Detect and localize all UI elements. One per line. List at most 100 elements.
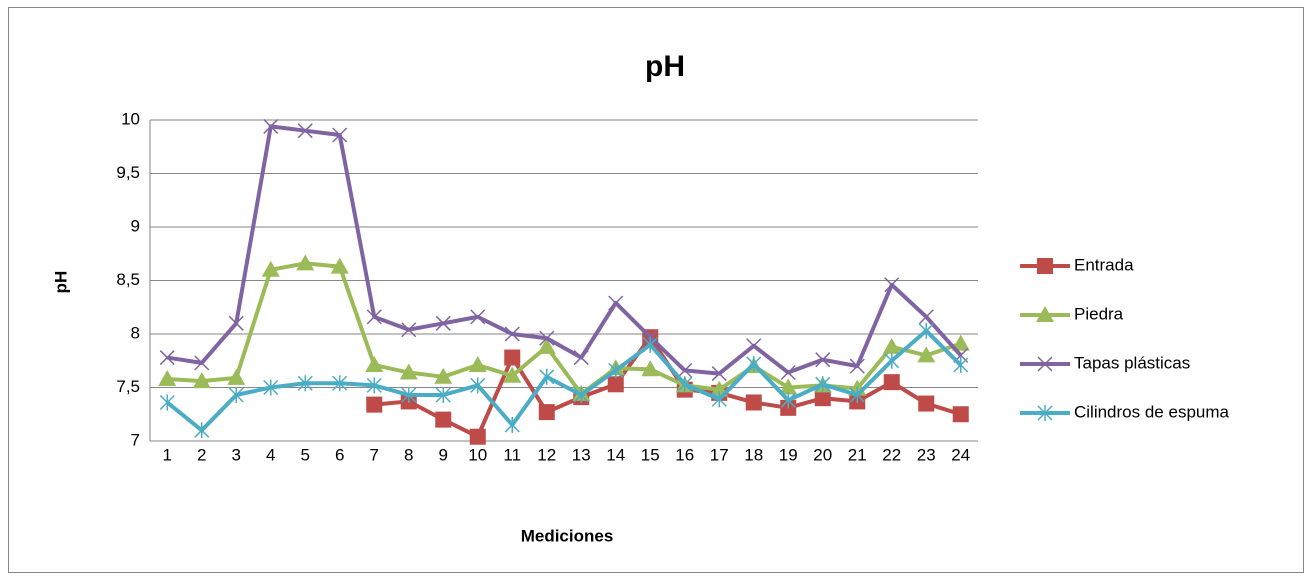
marker <box>434 367 453 384</box>
marker <box>194 422 210 439</box>
marker <box>883 374 900 391</box>
marker <box>468 356 487 373</box>
marker <box>607 376 624 393</box>
marker <box>228 315 244 331</box>
marker <box>780 364 796 381</box>
marker <box>366 377 382 394</box>
x-tick-label: 18 <box>744 445 763 464</box>
marker <box>884 352 900 369</box>
marker <box>608 295 624 311</box>
legend-marker <box>1037 405 1053 421</box>
marker <box>330 257 349 274</box>
marker <box>951 334 970 351</box>
series-line <box>166 124 963 376</box>
x-tick-label: 5 <box>301 445 310 464</box>
marker <box>399 363 418 380</box>
marker <box>953 357 969 374</box>
marker <box>263 118 279 134</box>
marker <box>158 369 177 386</box>
marker <box>435 386 451 403</box>
marker <box>435 411 452 428</box>
marker <box>815 352 831 368</box>
marker <box>159 394 175 411</box>
marker <box>296 254 315 271</box>
x-tick-label: 23 <box>917 445 936 464</box>
y-axis-label: pH <box>51 271 70 294</box>
legend-label: Piedra <box>1074 304 1124 323</box>
marker <box>918 395 935 412</box>
marker <box>677 376 693 393</box>
marker <box>297 123 313 139</box>
marker <box>263 379 279 396</box>
marker <box>470 309 486 325</box>
x-tick-label: 24 <box>951 445 970 464</box>
marker <box>401 386 417 403</box>
marker <box>228 386 244 403</box>
marker <box>401 322 417 338</box>
x-tick-label: 6 <box>335 445 344 464</box>
marker <box>641 360 660 377</box>
x-tick-label: 17 <box>710 445 729 464</box>
marker <box>642 336 658 353</box>
x-tick-label: 4 <box>266 445 275 464</box>
marker <box>746 338 762 354</box>
marker <box>470 377 486 394</box>
marker <box>469 428 486 445</box>
marker <box>538 404 555 421</box>
marker <box>882 337 901 354</box>
marker <box>297 375 313 392</box>
marker <box>261 260 280 277</box>
marker <box>746 355 762 372</box>
x-tick-label: 12 <box>537 445 556 464</box>
x-tick-label: 20 <box>813 445 832 464</box>
marker <box>952 406 969 423</box>
marker <box>332 127 348 143</box>
chart-border <box>8 7 1304 573</box>
marker <box>849 386 865 403</box>
y-tick-label: 9,5 <box>116 163 140 182</box>
x-axis-label: Mediciones <box>521 526 614 545</box>
x-tick-label: 16 <box>675 445 694 464</box>
marker <box>504 416 520 433</box>
marker <box>711 366 727 382</box>
x-tick-label: 15 <box>641 445 660 464</box>
marker <box>711 391 727 408</box>
marker <box>366 396 383 413</box>
chart-title: pH <box>645 50 685 83</box>
marker <box>504 326 520 342</box>
marker <box>539 368 555 385</box>
marker <box>503 366 522 383</box>
marker <box>884 277 900 293</box>
marker <box>365 356 384 373</box>
x-tick-label: 11 <box>503 445 521 464</box>
marker <box>537 337 556 354</box>
marker <box>815 376 831 393</box>
legend-label: Tapas plásticas <box>1074 353 1190 372</box>
marker <box>918 309 934 325</box>
x-tick-label: 19 <box>779 445 798 464</box>
x-tick-label: 3 <box>232 445 241 464</box>
marker <box>677 362 693 378</box>
y-tick-label: 7 <box>131 430 140 449</box>
marker <box>779 378 798 395</box>
legend-label: Cilindros de espuma <box>1074 402 1230 421</box>
x-tick-label: 7 <box>370 445 379 464</box>
marker <box>366 309 382 325</box>
x-tick-label: 14 <box>606 445 625 464</box>
marker <box>159 350 175 366</box>
legend-marker <box>1037 356 1053 372</box>
y-tick-label: 9 <box>131 216 140 235</box>
marker <box>918 322 934 339</box>
marker <box>539 330 555 346</box>
marker <box>814 390 831 407</box>
marker <box>849 358 865 374</box>
y-tick-label: 8,5 <box>116 270 140 289</box>
marker <box>608 362 624 379</box>
legend-marker <box>1037 258 1053 274</box>
y-tick-label: 8 <box>131 323 140 342</box>
marker <box>227 368 246 385</box>
y-tick-label: 7,5 <box>116 377 140 396</box>
marker <box>194 355 210 371</box>
x-tick-label: 9 <box>439 445 448 464</box>
